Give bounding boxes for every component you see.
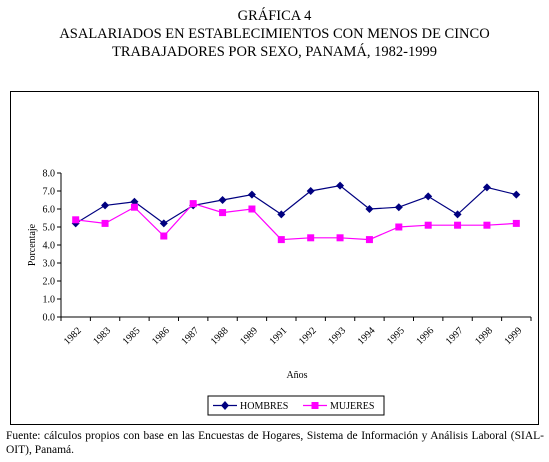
data-point-mujeres xyxy=(454,221,462,229)
source-note: Fuente: cálculos propios con base en las… xyxy=(6,430,544,456)
data-point-mujeres xyxy=(395,223,403,231)
data-point-mujeres xyxy=(483,221,491,229)
x-tick-label: 1991 xyxy=(268,325,290,347)
data-point-mujeres xyxy=(424,221,432,229)
data-point-hombres xyxy=(306,187,315,195)
x-tick-label: 1989 xyxy=(238,325,260,347)
y-tick-label: 2.0 xyxy=(43,277,56,288)
x-tick-label: 1986 xyxy=(150,325,172,347)
y-tick-label: 3.0 xyxy=(43,259,56,270)
chart-frame xyxy=(10,91,539,425)
data-point-hombres xyxy=(336,181,345,190)
data-point-mujeres xyxy=(512,219,520,227)
y-axis-ticks: 0.0 1.0 2.0 3.0 4.0 5.0 6.0 7.0 8.0 xyxy=(43,169,61,324)
series-line-mujeres xyxy=(75,202,517,241)
data-point-hombres xyxy=(394,203,403,212)
data-point-mujeres xyxy=(248,205,256,213)
data-point-hombres xyxy=(512,190,521,199)
legend-marker-hombres xyxy=(221,401,229,410)
x-tick-label: 1985 xyxy=(121,325,143,347)
data-point-hombres xyxy=(482,183,491,192)
x-axis-ticks: 1982 1983 1985 1986 1987 1988 1989 1991 1992 1993… xyxy=(60,317,532,347)
x-tick-label: 1999 xyxy=(503,325,525,347)
legend: HOMBRES MUJERES xyxy=(207,395,385,416)
data-point-hombres xyxy=(277,210,286,219)
x-tick-label: 1988 xyxy=(209,325,231,347)
x-tick-label: 1992 xyxy=(297,325,319,347)
data-point-mujeres xyxy=(219,209,227,217)
x-tick-label: 1982 xyxy=(62,325,84,347)
data-point-hombres xyxy=(365,205,374,213)
data-point-hombres xyxy=(159,219,168,228)
legend-marker-mujeres xyxy=(311,402,319,409)
data-point-hombres xyxy=(247,190,256,199)
y-tick-label: 8.0 xyxy=(43,169,56,180)
y-tick-label: 7.0 xyxy=(43,187,56,198)
data-point-mujeres xyxy=(101,219,109,227)
y-tick-label: 6.0 xyxy=(43,205,56,216)
data-point-mujeres xyxy=(365,236,373,244)
x-tick-label: 1987 xyxy=(179,325,201,347)
data-point-hombres xyxy=(424,192,433,201)
series-group xyxy=(71,181,521,244)
figure-label: GRÁFICA 4 xyxy=(237,8,312,24)
data-point-mujeres xyxy=(160,232,168,240)
x-axis-label: Años xyxy=(286,370,307,381)
x-tick-label: 1997 xyxy=(444,325,466,347)
y-tick-label: 4.0 xyxy=(43,241,56,252)
legend-label-mujeres: MUJERES xyxy=(330,401,374,412)
y-tick-label: 0.0 xyxy=(43,313,56,324)
data-point-hombres xyxy=(453,210,462,219)
data-point-mujeres xyxy=(189,200,197,208)
x-tick-label: 1998 xyxy=(473,325,495,347)
data-point-mujeres xyxy=(307,234,315,242)
data-point-mujeres xyxy=(336,234,344,242)
x-tick-label: 1995 xyxy=(385,325,407,347)
data-point-mujeres xyxy=(130,203,138,211)
chart-axes xyxy=(60,173,531,318)
data-point-mujeres xyxy=(72,216,80,224)
y-axis-label: Porcentaje xyxy=(27,223,38,266)
series-line-hombres xyxy=(75,184,517,225)
x-tick-label: 1996 xyxy=(414,325,436,347)
x-tick-label: 1993 xyxy=(326,325,348,347)
x-tick-label: 1983 xyxy=(91,325,113,347)
figure-title-line-1: ASALARIADOS EN ESTABLECIMIENTOS CON MENO… xyxy=(59,26,490,42)
figure-title-line-2: TRABAJADORES POR SEXO, PANAMÁ, 1982-1999 xyxy=(112,44,437,60)
y-tick-label: 1.0 xyxy=(43,295,56,306)
x-tick-label: 1994 xyxy=(356,325,378,347)
data-point-mujeres xyxy=(277,236,285,244)
data-point-hombres xyxy=(218,196,227,204)
data-point-hombres xyxy=(101,201,110,210)
y-tick-label: 5.0 xyxy=(43,223,56,234)
legend-box xyxy=(207,395,385,416)
legend-label-hombres: HOMBRES xyxy=(240,401,288,412)
